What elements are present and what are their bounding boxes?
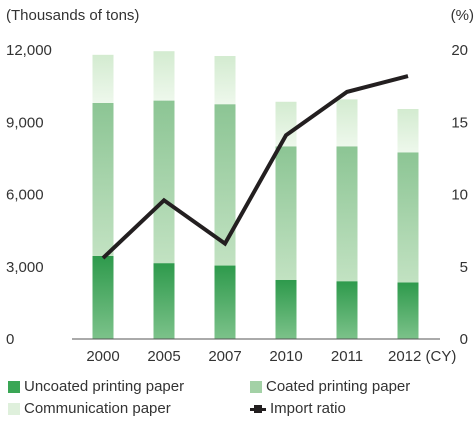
bar-uncoated-segment: [92, 255, 114, 339]
y-left-tick-label: 12,000: [6, 42, 52, 59]
bar-uncoated-segment: [214, 265, 236, 339]
y-right-tick-label: 15: [451, 114, 468, 131]
legend-label-import-ratio: Import ratio: [270, 400, 346, 417]
y-axis-right-label: (%): [451, 7, 474, 24]
import-ratio-polyline: [101, 74, 409, 260]
bar-coated-segment: [214, 104, 236, 266]
bar-uncoated-segment: [275, 279, 297, 339]
import-ratio-line: [101, 74, 409, 260]
bar-uncoated-segment: [153, 263, 175, 339]
bar-uncoated-segment: [397, 282, 419, 339]
bar-coated-segment: [275, 146, 297, 280]
y-left-tick-label: 0: [6, 331, 14, 348]
y-right-tick-label: 20: [451, 42, 468, 59]
legend: Uncoated printing paper Coated printing …: [8, 378, 470, 417]
y-right-tick-label: 0: [460, 331, 468, 348]
x-tick-label: 2010: [269, 348, 302, 365]
x-tick-label: 2012 (CY): [388, 348, 456, 365]
y-right-tick-label: 5: [460, 259, 468, 276]
y-left-tick-label: 3,000: [6, 259, 44, 276]
bar-uncoated-segment: [336, 281, 358, 339]
legend-label-coated: Coated printing paper: [266, 378, 411, 395]
legend-label-uncoated: Uncoated printing paper: [24, 378, 185, 395]
legend-item-import-ratio: Import ratio: [250, 400, 470, 417]
bar-coated-segment: [397, 152, 419, 283]
bar-communication-segment: [275, 101, 297, 147]
bar-communication-segment: [153, 51, 175, 101]
x-axis-ticks: 2000 2005 2007 2010 2011 2012 (CY): [86, 348, 456, 365]
paper-chart: (Thousands of tons) (%) 12,000 9,000 6,000…: [6, 7, 474, 365]
legend-swatch-uncoated: [8, 380, 20, 393]
bar-stacks: [92, 51, 419, 339]
x-tick-label: 2005: [147, 348, 180, 365]
y-right-tick-label: 10: [451, 187, 468, 204]
y-axis-right-ticks: 20 15 10 5 0: [451, 42, 468, 348]
bar-coated-segment: [336, 146, 358, 282]
y-left-tick-label: 6,000: [6, 187, 44, 204]
legend-line-icon: [250, 403, 266, 415]
bar-communication-segment: [336, 99, 358, 147]
y-axis-left-label: (Thousands of tons): [6, 7, 139, 24]
y-left-tick-label: 9,000: [6, 114, 44, 131]
x-tick-label: 2011: [331, 348, 363, 365]
legend-item-uncoated: Uncoated printing paper: [8, 378, 250, 395]
bar-coated-segment: [92, 102, 114, 256]
legend-label-communication: Communication paper: [24, 400, 171, 417]
y-axis-left-ticks: 12,000 9,000 6,000 3,000 0: [6, 42, 52, 348]
legend-item-coated: Coated printing paper: [250, 378, 470, 395]
bar-communication-segment: [397, 109, 419, 153]
x-tick-label: 2007: [208, 348, 241, 365]
legend-swatch-communication: [8, 402, 20, 415]
bar-communication-segment: [92, 54, 114, 103]
legend-swatch-coated: [250, 380, 262, 393]
x-tick-label: 2000: [86, 348, 119, 365]
legend-item-communication: Communication paper: [8, 400, 250, 417]
bar-coated-segment: [153, 100, 175, 264]
bar-communication-segment: [214, 56, 236, 105]
